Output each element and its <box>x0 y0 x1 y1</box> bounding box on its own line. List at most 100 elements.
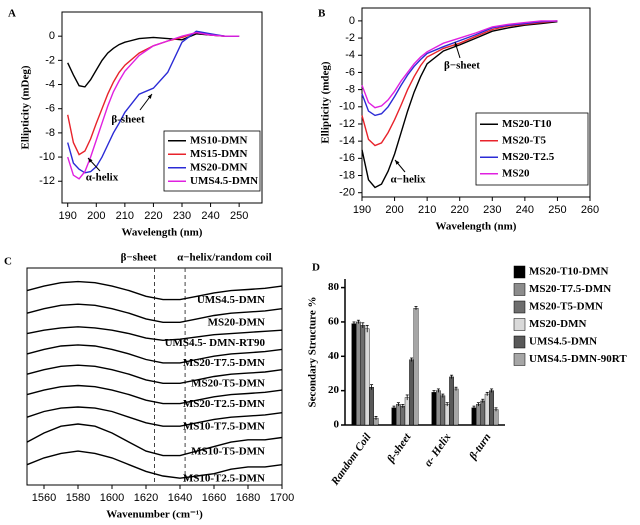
x-tick-label: 240 <box>201 210 219 222</box>
annotation: β-sheet <box>111 114 145 126</box>
annotation: α−helix/random coil <box>177 252 272 264</box>
y-tick-label: -12 <box>339 118 355 130</box>
series-line <box>26 280 283 301</box>
x-tick-label: 200 <box>87 210 105 222</box>
series-label: MS20-T2.5-DMN <box>183 398 265 410</box>
legend-label: UMS4.5-DMN <box>529 336 597 348</box>
x-tick-label: 1580 <box>66 492 90 504</box>
y-axis-label: Ellipticity (mDeg) <box>20 65 32 149</box>
x-tick-label: 1640 <box>168 492 192 504</box>
panel-label: D <box>312 262 320 274</box>
bar <box>404 397 410 426</box>
legend-label: MS20-T5 <box>502 134 547 146</box>
series-line <box>67 30 240 174</box>
legend-label: MS20-T10-DMN <box>529 266 608 278</box>
legend-label: MS10-DMN <box>190 134 247 146</box>
series-label: MS20-DMN <box>208 316 265 328</box>
bar <box>493 409 499 426</box>
arrow-head <box>454 42 459 47</box>
bar <box>471 407 477 426</box>
bar <box>484 393 490 426</box>
series-line <box>26 344 283 364</box>
x-tick-label: 1680 <box>236 492 260 504</box>
x-tick-label: Random Coil <box>329 431 374 489</box>
y-tick-label: -14 <box>339 135 355 147</box>
series-line <box>26 364 283 384</box>
legend-swatch <box>513 353 526 366</box>
y-tick-label: -6 <box>45 103 55 115</box>
series-line <box>361 20 558 147</box>
legend-label: MS20-T5-DMN <box>529 301 603 313</box>
y-tick-label: 20 <box>328 384 340 396</box>
series-line <box>361 20 558 109</box>
panel-label: B <box>318 8 326 20</box>
series-label: MS10-T2.5-DMN <box>183 472 265 484</box>
legend-label: MS20 <box>502 167 530 179</box>
annotation: α-helix <box>86 172 119 184</box>
series-line <box>361 20 558 117</box>
x-tick-label: α- Helix <box>422 431 454 469</box>
annotation: β−sheet <box>121 252 157 264</box>
bar <box>396 404 401 426</box>
legend-swatch <box>513 283 526 296</box>
bar <box>489 390 494 426</box>
x-tick-label: 220 <box>144 210 162 222</box>
legend-label: UMS4.5-DMN <box>190 175 258 187</box>
series-label: MS20-T5-DMN <box>191 378 265 390</box>
bar <box>364 328 370 426</box>
series-line <box>26 326 283 342</box>
y-tick-label: -10 <box>339 101 355 113</box>
bar <box>356 321 361 426</box>
x-tick-label: 250 <box>230 210 248 222</box>
arrow-head <box>88 158 93 163</box>
series-line <box>26 406 283 427</box>
y-tick-label: -16 <box>339 152 355 164</box>
bar <box>480 400 486 426</box>
y-tick-label: 0 <box>49 30 55 42</box>
arrow-head <box>147 94 152 99</box>
legend-swatch <box>513 335 526 349</box>
x-tick-label: 210 <box>418 204 436 216</box>
x-tick-label: 1700 <box>270 492 294 504</box>
legend-label: MS15-DMN <box>190 148 247 160</box>
bar <box>369 387 374 426</box>
bar <box>436 390 441 426</box>
y-tick-label: -18 <box>339 169 355 181</box>
x-axis-label: Wavenumber (cm⁻¹) <box>106 509 203 521</box>
series-line <box>26 303 283 323</box>
bar <box>391 407 397 426</box>
arrow-head <box>395 160 400 165</box>
y-tick-label: 60 <box>328 315 340 327</box>
x-tick-label: 220 <box>451 204 469 216</box>
y-tick-label: 0 <box>349 15 355 27</box>
legend-label: MS20-T10 <box>502 118 552 130</box>
bar <box>476 404 481 426</box>
x-tick-label: 260 <box>581 204 599 216</box>
x-axis-label: Wavelength (nm) <box>122 227 203 239</box>
y-tick-label: -6 <box>345 66 355 78</box>
x-tick-label: 190 <box>59 210 77 222</box>
series-line <box>26 384 283 405</box>
series-label: MS10-T5-DMN <box>191 445 265 457</box>
y-tick-label: 80 <box>328 281 340 293</box>
bar <box>449 376 454 426</box>
y-tick-label: -12 <box>39 175 55 187</box>
x-tick-label: β-turn <box>467 431 494 462</box>
plot-frame <box>361 7 591 198</box>
panel-label: C <box>4 256 12 268</box>
series-line <box>26 423 283 457</box>
annotation: β−sheet <box>444 60 480 72</box>
bar <box>413 308 419 426</box>
bar <box>409 359 414 426</box>
bar <box>351 323 357 426</box>
series-label: UMS4.5-DMN <box>197 294 265 306</box>
y-tick-label: -2 <box>45 54 55 66</box>
series-label: MS20-T7.5-DMN <box>183 357 265 369</box>
y-tick-label: -4 <box>45 78 55 90</box>
series-label: UMS4.5- DMN-RT90 <box>165 337 266 349</box>
bar <box>360 325 366 426</box>
legend-label: MS20-T2.5 <box>502 151 555 163</box>
y-axis-label: Ellipticity (mdeg) <box>320 61 332 144</box>
series-label: MS10-T7.5-DMN <box>183 420 265 432</box>
legend-label: MS20-DMN <box>529 318 586 330</box>
